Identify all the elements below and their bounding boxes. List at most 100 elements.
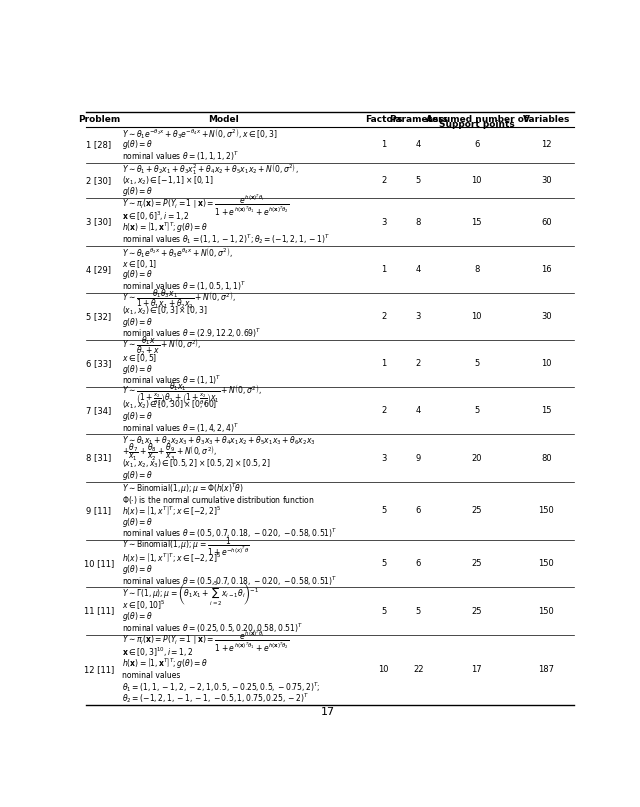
Text: 16: 16: [541, 265, 552, 274]
Text: 5: 5: [415, 176, 421, 185]
Text: 6: 6: [474, 140, 479, 149]
Text: nominal values $\theta=(1,1)^T$: nominal values $\theta=(1,1)^T$: [122, 374, 222, 387]
Text: $Y{\sim}\dfrac{\theta_1 x}{\theta_2+x}+N\left(0,\sigma^2\right),$: $Y{\sim}\dfrac{\theta_1 x}{\theta_2+x}+N…: [122, 335, 202, 358]
Text: 8 [31]: 8 [31]: [86, 454, 111, 462]
Text: $+\dfrac{\theta_7}{x_1}+\dfrac{\theta_8}{x_2}+\dfrac{\theta_9}{x_3}+N\left(0,\si: $+\dfrac{\theta_7}{x_1}+\dfrac{\theta_8}…: [122, 441, 218, 463]
Text: 5: 5: [415, 607, 421, 616]
Text: $g(\theta)=\theta$: $g(\theta)=\theta$: [122, 363, 154, 376]
Text: 6: 6: [415, 507, 421, 516]
Text: $\Phi(\cdot)$ is the normal cumulative distribution function: $\Phi(\cdot)$ is the normal cumulative d…: [122, 494, 315, 506]
Text: 3 [30]: 3 [30]: [86, 218, 111, 227]
Text: 2: 2: [381, 312, 386, 321]
Text: 5: 5: [381, 507, 386, 516]
Text: 150: 150: [538, 507, 554, 516]
Text: 10 [11]: 10 [11]: [84, 559, 114, 568]
Text: $(x_1,x_2)\in[0,3]\times[0,3]$: $(x_1,x_2)\in[0,3]\times[0,3]$: [122, 304, 208, 317]
Text: 12 [11]: 12 [11]: [84, 665, 114, 674]
Text: 1: 1: [381, 140, 386, 149]
Text: 10: 10: [472, 312, 482, 321]
Text: 5: 5: [474, 359, 479, 368]
Text: $(x_1,x_2)\in[0,30]\times[0,60]$: $(x_1,x_2)\in[0,30]\times[0,60]$: [122, 399, 218, 412]
Text: 25: 25: [472, 559, 482, 568]
Text: 6: 6: [415, 559, 421, 568]
Text: 10: 10: [378, 665, 389, 674]
Text: nominal values $\theta{=}(1,0.5,1,1)^T$: nominal values $\theta{=}(1,0.5,1,1)^T$: [122, 279, 246, 293]
Text: 4: 4: [415, 265, 421, 274]
Text: $Y\sim\pi_i(\mathbf{x})=P\left(Y_i=1\mid\mathbf{x}\right)=\dfrac{e^{h(\mathbf{x}: $Y\sim\pi_i(\mathbf{x})=P\left(Y_i=1\mid…: [122, 629, 290, 654]
Text: $\theta_1=(1,1,-1,2,-2,1,0.5,-0.25,0.5,-0.75,2)^T;$: $\theta_1=(1,1,-1,2,-2,1,0.5,-0.25,0.5,-…: [122, 679, 321, 693]
Text: $g(\theta)=\theta$: $g(\theta)=\theta$: [122, 410, 154, 423]
Text: 22: 22: [413, 665, 424, 674]
Text: 1: 1: [381, 265, 386, 274]
Text: $Y{\sim}\theta_1 e^{\theta_2 x}+\theta_3 e^{\theta_4 x}+N\left(0,\sigma^2\right): $Y{\sim}\theta_1 e^{\theta_2 x}+\theta_3…: [122, 245, 233, 260]
Text: $g(\theta)=\theta$: $g(\theta)=\theta$: [122, 138, 154, 151]
Text: $Y\sim\mathrm{Binomial}\left(1,\mu\right); \mu=\dfrac{1}{1+e^{-h(x)^T\theta}}$: $Y\sim\mathrm{Binomial}\left(1,\mu\right…: [122, 536, 250, 558]
Text: 25: 25: [472, 607, 482, 616]
Text: $Y\sim\mathrm{Binomial}\left(1,\mu\right); \mu=\Phi(h(x)^T\theta)$: $Y\sim\mathrm{Binomial}\left(1,\mu\right…: [122, 481, 244, 495]
Text: 12: 12: [541, 140, 552, 149]
Text: 4 [29]: 4 [29]: [86, 265, 111, 274]
Text: $x\in[0,5]$: $x\in[0,5]$: [122, 352, 157, 364]
Text: nominal values: nominal values: [122, 671, 180, 679]
Text: 5: 5: [381, 607, 386, 616]
Text: $\mathbf{x}\in[0,6]^3, i=1,2$: $\mathbf{x}\in[0,6]^3, i=1,2$: [122, 210, 190, 223]
Text: $\theta_2=(-1,2,1,-1,-1,-0.5,1,0.75,0.25,-2)^T$: $\theta_2=(-1,2,1,-1,-1,-0.5,1,0.75,0.25…: [122, 691, 310, 705]
Text: $h(x)=\left[1,x^T\right]^T; x\in[-2,2]^5$: $h(x)=\left[1,x^T\right]^T; x\in[-2,2]^5…: [122, 504, 221, 517]
Text: $g(\theta)=\theta$: $g(\theta)=\theta$: [122, 516, 154, 529]
Text: $h(\mathbf{x})=\left[1,\mathbf{x}^T\right]^T; g(\theta)=\theta$: $h(\mathbf{x})=\left[1,\mathbf{x}^T\righ…: [122, 657, 209, 671]
Text: 4: 4: [415, 407, 421, 416]
Text: Assumed number of: Assumed number of: [426, 115, 528, 123]
Text: 15: 15: [472, 218, 482, 227]
Text: 150: 150: [538, 559, 554, 568]
Text: 5: 5: [474, 407, 479, 416]
Text: 7 [34]: 7 [34]: [86, 407, 111, 416]
Text: $g(\theta)=\theta$: $g(\theta)=\theta$: [122, 610, 154, 623]
Text: $g(\theta)=\theta$: $g(\theta)=\theta$: [122, 316, 154, 328]
Text: 17: 17: [472, 665, 482, 674]
Text: $Y{\sim}\dfrac{\theta_1 x_1}{\left(1+\frac{x_2}{\theta_2}\right)\theta_2+\left(1: $Y{\sim}\dfrac{\theta_1 x_1}{\left(1+\fr…: [122, 380, 262, 408]
Text: 3: 3: [381, 218, 386, 227]
Text: $g(\theta)=\theta$: $g(\theta)=\theta$: [122, 186, 154, 199]
Text: nominal values $\theta_1=(1,1,-1,2)^T; \theta_2=(-1,2,1,-1)^T$: nominal values $\theta_1=(1,1,-1,2)^T; \…: [122, 232, 330, 246]
Text: 4: 4: [415, 140, 421, 149]
Text: 5 [32]: 5 [32]: [86, 312, 111, 321]
Text: $g(\theta)=\theta$: $g(\theta)=\theta$: [122, 563, 154, 576]
Text: 80: 80: [541, 454, 552, 462]
Text: $Y{\sim}\theta_1 x_1+\theta_2 x_2 x_3+\theta_3 x_3+\theta_4 x_1 x_2+\theta_5 x_1: $Y{\sim}\theta_1 x_1+\theta_2 x_2 x_3+\t…: [122, 435, 316, 447]
Text: $h(\mathbf{x})=\left[1,\mathbf{x}^T\right]^T; g(\theta)=\theta$: $h(\mathbf{x})=\left[1,\mathbf{x}^T\righ…: [122, 220, 209, 235]
Text: $(x_1,x_2,x_3)\in[0.5,2]\times[0.5,2]\times[0.5,2]$: $(x_1,x_2,x_3)\in[0.5,2]\times[0.5,2]\ti…: [122, 458, 271, 470]
Text: $(x_1,x_2)\in[-1,1]\times[0,1]$: $(x_1,x_2)\in[-1,1]\times[0,1]$: [122, 174, 214, 186]
Text: 30: 30: [541, 312, 552, 321]
Text: 2: 2: [381, 176, 386, 185]
Text: 60: 60: [541, 218, 552, 227]
Text: 30: 30: [541, 176, 552, 185]
Text: nominal values $\theta=(0.25,0.5,0.20,0.58,0.51)^T$: nominal values $\theta=(0.25,0.5,0.20,0.…: [122, 621, 303, 635]
Text: $x\in[0,10]^5$: $x\in[0,10]^5$: [122, 599, 166, 613]
Text: 1 [28]: 1 [28]: [86, 140, 111, 149]
Text: 6 [33]: 6 [33]: [86, 359, 111, 368]
Text: 9 [11]: 9 [11]: [86, 507, 111, 516]
Text: $Y{\sim}\dfrac{\theta_1\theta_3 x_1}{1+\theta_1 x_1+\theta_2 x_2}+N\left(0,\sigm: $Y{\sim}\dfrac{\theta_1\theta_3 x_1}{1+\…: [122, 288, 236, 312]
Text: 10: 10: [472, 176, 482, 185]
Text: $Y\sim\Gamma\left(1,\mu\right); \mu=\left(\theta_1 x_1+\sum_{i=2}^{5}x_{i-1}\the: $Y\sim\Gamma\left(1,\mu\right); \mu=\lef…: [122, 579, 259, 608]
Text: Variables: Variables: [522, 115, 570, 123]
Text: 11 [11]: 11 [11]: [84, 607, 114, 616]
Text: 3: 3: [381, 454, 386, 462]
Text: 10: 10: [541, 359, 552, 368]
Text: nominal values $\theta=(2.9,12.2,0.69)^T$: nominal values $\theta=(2.9,12.2,0.69)^T…: [122, 327, 262, 341]
Text: $g(\theta)=\theta$: $g(\theta)=\theta$: [122, 269, 154, 282]
Text: 2 [30]: 2 [30]: [86, 176, 111, 185]
Text: 150: 150: [538, 607, 554, 616]
Text: $g(\theta)=\theta$: $g(\theta)=\theta$: [122, 469, 154, 482]
Text: Parameters: Parameters: [388, 115, 448, 123]
Text: $h(x)=\left[1,x^T\right]^T; x\in[-2,2]^5$: $h(x)=\left[1,x^T\right]^T; x\in[-2,2]^5…: [122, 551, 221, 565]
Text: 25: 25: [472, 507, 482, 516]
Text: 8: 8: [474, 265, 479, 274]
Text: 5: 5: [381, 559, 386, 568]
Text: $Y{\sim}\theta_1 e^{-\theta_2 x}+\theta_3 e^{-\theta_4 x}+N\left(0,\sigma^2\righ: $Y{\sim}\theta_1 e^{-\theta_2 x}+\theta_…: [122, 126, 278, 140]
Text: 20: 20: [472, 454, 482, 462]
Text: 2: 2: [415, 359, 421, 368]
Text: nominal values $\theta{=}(1,1,1,2)^T$: nominal values $\theta{=}(1,1,1,2)^T$: [122, 149, 239, 163]
Text: nominal values $\theta=(1,4,2,4)^T$: nominal values $\theta=(1,4,2,4)^T$: [122, 421, 239, 435]
Text: 187: 187: [538, 665, 554, 674]
